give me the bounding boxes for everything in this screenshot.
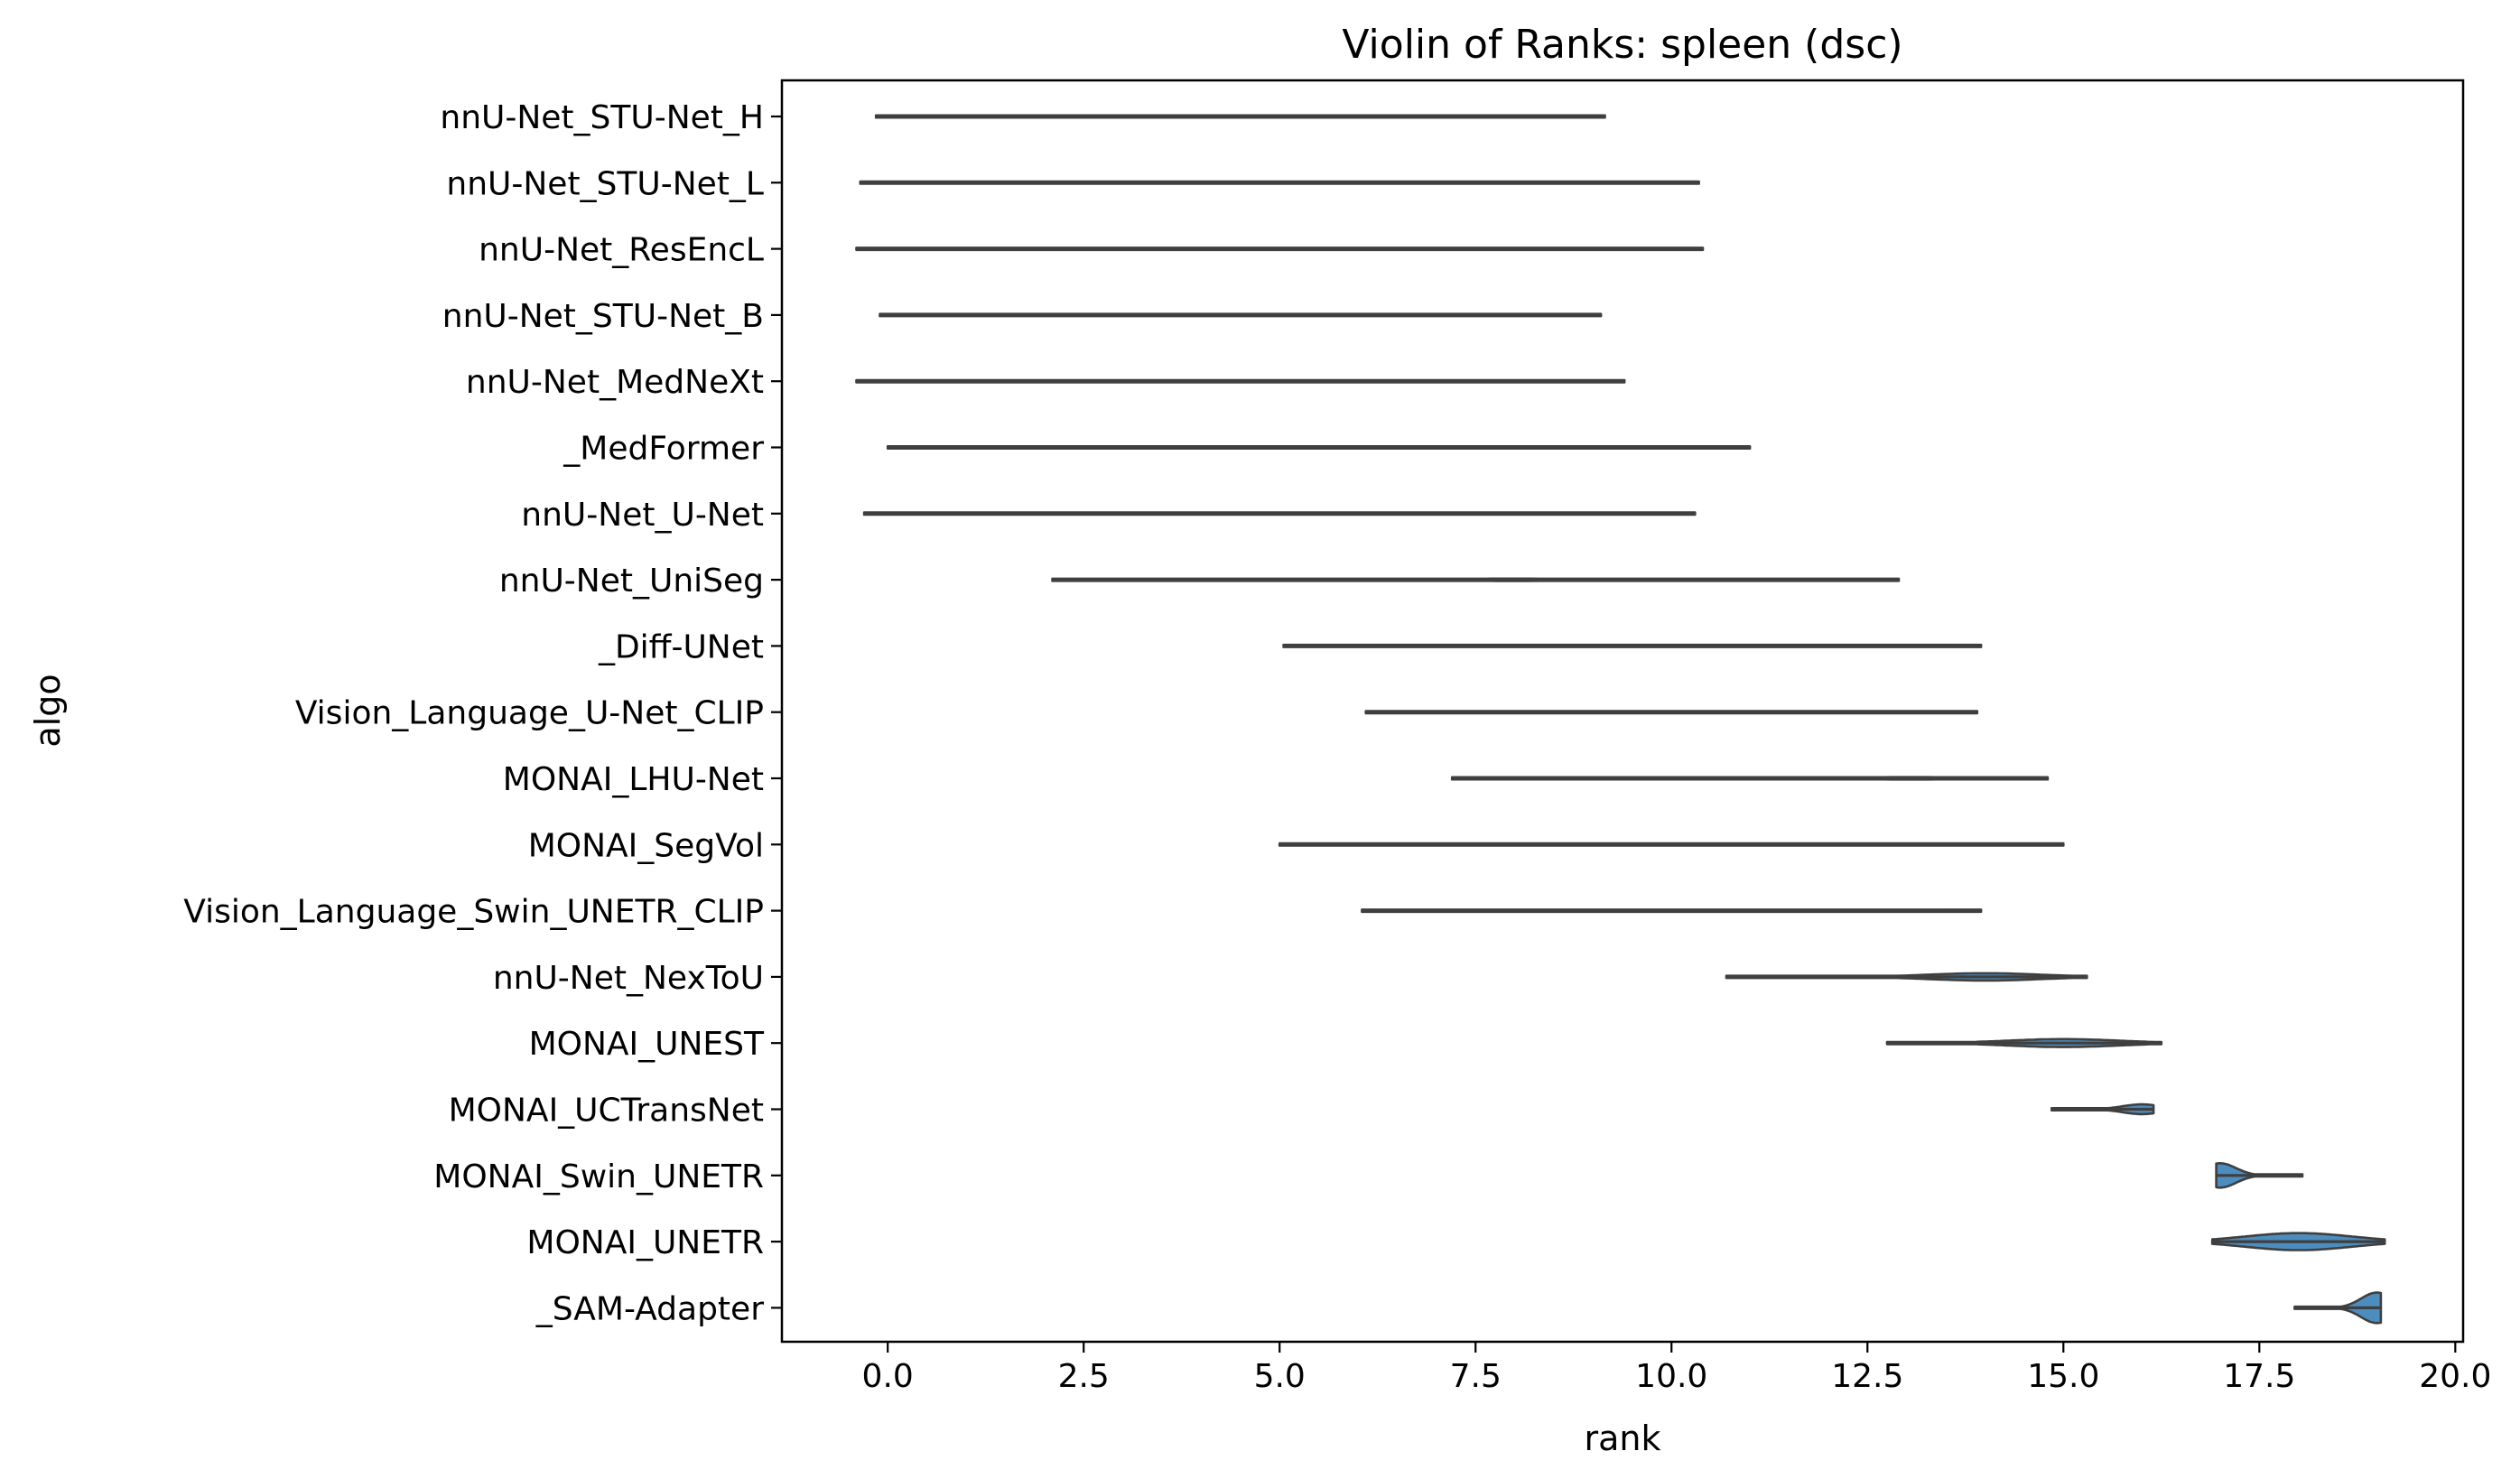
- y-tick-label: MONAI_LHU-Net: [503, 761, 764, 798]
- y-tick-label: MONAI_UCTransNet: [449, 1093, 764, 1130]
- y-tick-label: MONAI_Swin_UNETR: [433, 1158, 764, 1195]
- x-axis-label: rank: [1585, 1419, 1661, 1458]
- x-tick-label: 17.5: [2223, 1358, 2295, 1395]
- x-tick-label: 10.0: [1635, 1358, 1707, 1395]
- x-axis: 0.0 2.5 5.0 7.5 10.0 12.5 15.0 17.5 20.0: [862, 1342, 2491, 1395]
- y-tick-label: MONAI_UNEST: [529, 1026, 765, 1063]
- x-tick-label: 20.0: [2419, 1358, 2491, 1395]
- y-tick-label: _MedFormer: [563, 431, 764, 468]
- y-axis-label: algo: [28, 674, 68, 747]
- y-tick-label: Vision_Language_U-Net_CLIP: [295, 695, 764, 732]
- y-tick-label: nnU-Net_U-Net: [521, 497, 764, 534]
- y-tick-label: nnU-Net_NexToU: [493, 960, 764, 997]
- y-tick-label: nnU-Net_MedNeXt: [466, 364, 764, 401]
- x-tick-label: 5.0: [1254, 1358, 1306, 1395]
- y-tick-label: nnU-Net_ResEncL: [479, 232, 764, 269]
- x-tick-label: 0.0: [862, 1358, 914, 1395]
- x-tick-label: 15.0: [2027, 1358, 2099, 1395]
- y-tick-label: nnU-Net_STU-Net_B: [442, 298, 764, 335]
- plot-frame: [780, 79, 2465, 1344]
- violins: [855, 114, 2386, 1325]
- y-tick-label: MONAI_UNETR: [526, 1224, 764, 1261]
- y-tick-label: nnU-Net_STU-Net_L: [446, 165, 764, 202]
- y-tick-label: nnU-Net_STU-Net_H: [440, 99, 764, 136]
- y-tick-label: _Diff-UNet: [598, 628, 764, 665]
- chart-title: Violin of Ranks: spleen (dsc): [1342, 22, 1902, 68]
- x-tick-label: 2.5: [1058, 1358, 1110, 1395]
- y-tick-label: Vision_Language_Swin_UNETR_CLIP: [183, 894, 764, 931]
- y-tick-label: nnU-Net_UniSeg: [499, 563, 764, 600]
- y-tick-label: _SAM-Adapter: [535, 1290, 764, 1327]
- x-tick-label: 12.5: [1831, 1358, 1903, 1395]
- y-axis: nnU-Net_STU-Net_H nnU-Net_STU-Net_L nnU-Ne…: [183, 99, 782, 1327]
- y-tick-label: MONAI_SegVol: [528, 827, 764, 864]
- x-tick-label: 7.5: [1450, 1358, 1502, 1395]
